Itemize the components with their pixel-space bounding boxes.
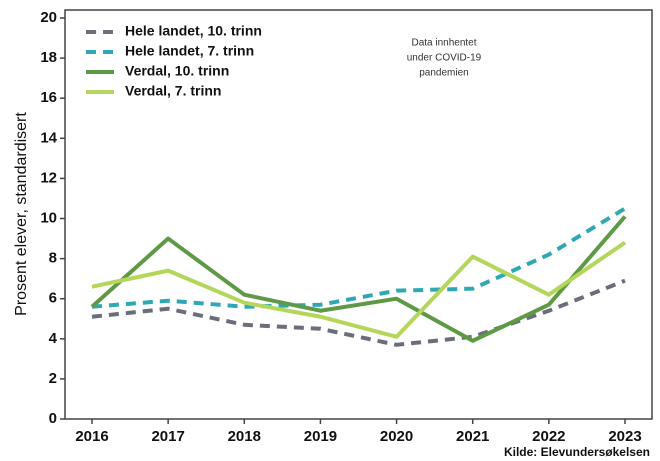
legend-label: Hele landet, 10. trinn	[125, 23, 262, 39]
x-tick-label: 2021	[456, 428, 489, 445]
y-tick-label: 8	[49, 250, 57, 267]
series-line	[91, 240, 627, 339]
series-line	[91, 206, 627, 309]
series-line	[90, 215, 627, 343]
annotation: pandemien	[419, 68, 468, 79]
annotation: under COVID-19	[407, 53, 482, 64]
annotation: Data innhentet	[411, 38, 476, 49]
x-tick-label: 2016	[75, 428, 108, 445]
y-tick-label: 10	[40, 209, 57, 226]
y-tick-label: 6	[49, 290, 57, 307]
series-line	[91, 278, 626, 347]
y-tick-label: 0	[49, 410, 57, 427]
x-tick-label: 2017	[151, 428, 184, 445]
plot-frame	[64, 9, 653, 420]
x-tick-label: 2019	[304, 428, 337, 445]
y-tick-label: 2	[49, 370, 57, 387]
legend-label: Hele landet, 7. trinn	[125, 43, 254, 59]
x-tick-label: 2020	[380, 428, 413, 445]
y-tick-label: 20	[40, 9, 57, 26]
y-tick-label: 12	[40, 169, 57, 186]
legend-label: Verdal, 10. trinn	[125, 63, 229, 79]
y-tick-label: 16	[40, 89, 57, 106]
source: Kilde: Elevundersøkelsen	[504, 445, 650, 459]
x-tick-label: 2023	[608, 428, 641, 445]
legend-label: Verdal, 7. trinn	[125, 83, 221, 99]
y-tick-label: 4	[49, 330, 58, 347]
x-tick-label: 2018	[228, 428, 261, 445]
y-tick-label: 14	[40, 129, 57, 146]
x-tick-label: 2022	[532, 428, 565, 445]
y-tick-label: 18	[40, 49, 57, 66]
y-axis-label: Prosent elever, standardisert	[13, 112, 30, 316]
